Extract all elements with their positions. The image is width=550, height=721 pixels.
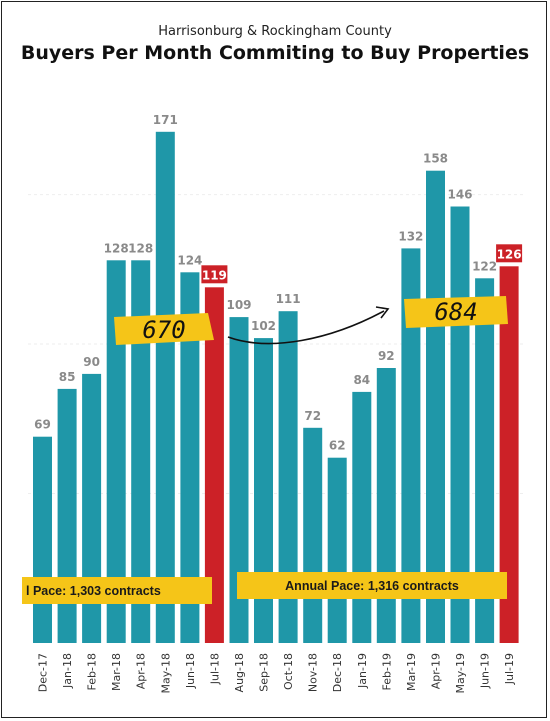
sum-right-highlight bbox=[404, 296, 508, 328]
value-label-May-18: 171 bbox=[153, 113, 178, 127]
value-label-May-19: 146 bbox=[447, 188, 472, 202]
bars bbox=[33, 131, 519, 644]
tick-label-Apr-19: Apr-19 bbox=[430, 653, 443, 689]
value-label-Sep-18: 102 bbox=[251, 319, 276, 333]
pace-right-box bbox=[237, 572, 507, 599]
tick-label-Apr-18: Apr-18 bbox=[135, 653, 148, 689]
bar-Apr-19 bbox=[426, 170, 445, 643]
sum-annotation-left: 670 bbox=[114, 313, 214, 345]
x-axis-ticks: Dec-17 Jan-18 Feb-18 Mar-18 Apr-18 May-18 Jun-… bbox=[37, 653, 517, 694]
bar-May-18 bbox=[155, 131, 175, 644]
bar-Dec-17 bbox=[33, 436, 52, 643]
bar-Jun-19 bbox=[475, 278, 495, 643]
bar-Aug-18 bbox=[229, 317, 249, 643]
arrow-head-icon bbox=[375, 306, 390, 319]
bar-Feb-18 bbox=[82, 373, 102, 643]
bar-Jul-19 bbox=[499, 266, 519, 643]
tick-label-Jun-18: Jun-18 bbox=[184, 653, 197, 689]
bar-Dec-18 bbox=[327, 457, 347, 643]
tick-label-Feb-18: Feb-18 bbox=[86, 653, 99, 690]
tick-label-Jan-18: Jan-18 bbox=[61, 653, 74, 689]
tick-label-Aug-18: Aug-18 bbox=[233, 653, 246, 692]
tick-label-Mar-18: Mar-18 bbox=[110, 653, 123, 691]
bar-Oct-18 bbox=[278, 311, 298, 643]
value-label-Feb-18: 90 bbox=[83, 355, 100, 369]
bar-Nov-18 bbox=[303, 427, 323, 643]
value-label-Mar-18: 128 bbox=[104, 241, 129, 255]
value-label-Jun-18: 124 bbox=[177, 253, 202, 267]
bar-Sep-18 bbox=[254, 338, 273, 643]
value-label-Dec-17: 69 bbox=[34, 418, 51, 432]
pace-right-label: Annual Pace: 1,316 contracts bbox=[285, 579, 459, 593]
tick-label-Sep-18: Sep-18 bbox=[258, 653, 271, 692]
sum-annotation-right: 684 bbox=[404, 296, 508, 328]
bar-Apr-18 bbox=[131, 260, 151, 643]
bar-Jun-18 bbox=[180, 272, 200, 643]
value-label-Apr-19: 158 bbox=[423, 152, 448, 166]
value-label-Nov-18: 72 bbox=[304, 409, 321, 423]
tick-label-Nov-18: Nov-18 bbox=[307, 653, 320, 692]
tick-label-May-19: May-19 bbox=[454, 653, 467, 694]
bar-Feb-19 bbox=[376, 368, 396, 643]
tick-label-Feb-19: Feb-19 bbox=[380, 653, 393, 690]
bar-Jan-18 bbox=[57, 388, 77, 643]
value-label-bg-Jul-19 bbox=[496, 244, 523, 263]
value-label-Aug-18: 109 bbox=[226, 298, 251, 312]
pace-left-box bbox=[22, 577, 212, 604]
tick-label-Jun-19: Jun-19 bbox=[479, 653, 492, 689]
tick-label-Dec-18: Dec-18 bbox=[331, 653, 344, 692]
arrow-curve bbox=[227, 310, 385, 345]
value-label-Jan-19: 84 bbox=[353, 373, 370, 387]
value-label-Feb-19: 92 bbox=[378, 349, 395, 363]
value-label-bg-Jul-18 bbox=[201, 265, 228, 284]
value-label-Jul-19: 126 bbox=[497, 247, 522, 261]
tick-label-Dec-17: Dec-17 bbox=[37, 653, 50, 692]
pace-annotation-left: l Pace: 1,303 contracts bbox=[22, 577, 212, 604]
bar-Mar-19 bbox=[401, 248, 421, 643]
bar-Jul-18 bbox=[204, 287, 224, 643]
value-label-Jan-18: 85 bbox=[59, 370, 76, 384]
sum-right-label: 684 bbox=[434, 298, 477, 326]
pace-annotation-right: Annual Pace: 1,316 contracts bbox=[237, 572, 507, 599]
trend-arrow bbox=[227, 306, 390, 345]
bar-Mar-18 bbox=[106, 260, 126, 643]
tick-label-Jan-19: Jan-19 bbox=[356, 653, 369, 689]
sum-left-label: 670 bbox=[142, 316, 185, 344]
value-label-Oct-18: 111 bbox=[276, 292, 301, 306]
chart-subtitle: Harrisonburg & Rockingham County bbox=[158, 24, 392, 39]
tick-label-Jul-18: Jul-18 bbox=[208, 653, 221, 685]
tick-label-Oct-18: Oct-18 bbox=[282, 653, 295, 690]
value-label-Apr-18: 128 bbox=[128, 241, 153, 255]
sum-left-highlight bbox=[114, 313, 214, 345]
value-label-Mar-19: 132 bbox=[398, 229, 423, 243]
value-label-Jun-19: 122 bbox=[472, 259, 497, 273]
value-label-Dec-18: 62 bbox=[329, 439, 346, 453]
tick-label-May-18: May-18 bbox=[159, 653, 172, 694]
tick-label-Mar-19: Mar-19 bbox=[405, 653, 418, 691]
pace-left-label: l Pace: 1,303 contracts bbox=[26, 584, 161, 598]
value-label-Jul-18: 119 bbox=[202, 268, 227, 282]
chart-title: Buyers Per Month Commiting to Buy Proper… bbox=[20, 42, 530, 64]
bar-Jan-19 bbox=[352, 391, 372, 643]
tick-label-Jul-19: Jul-19 bbox=[503, 653, 516, 685]
